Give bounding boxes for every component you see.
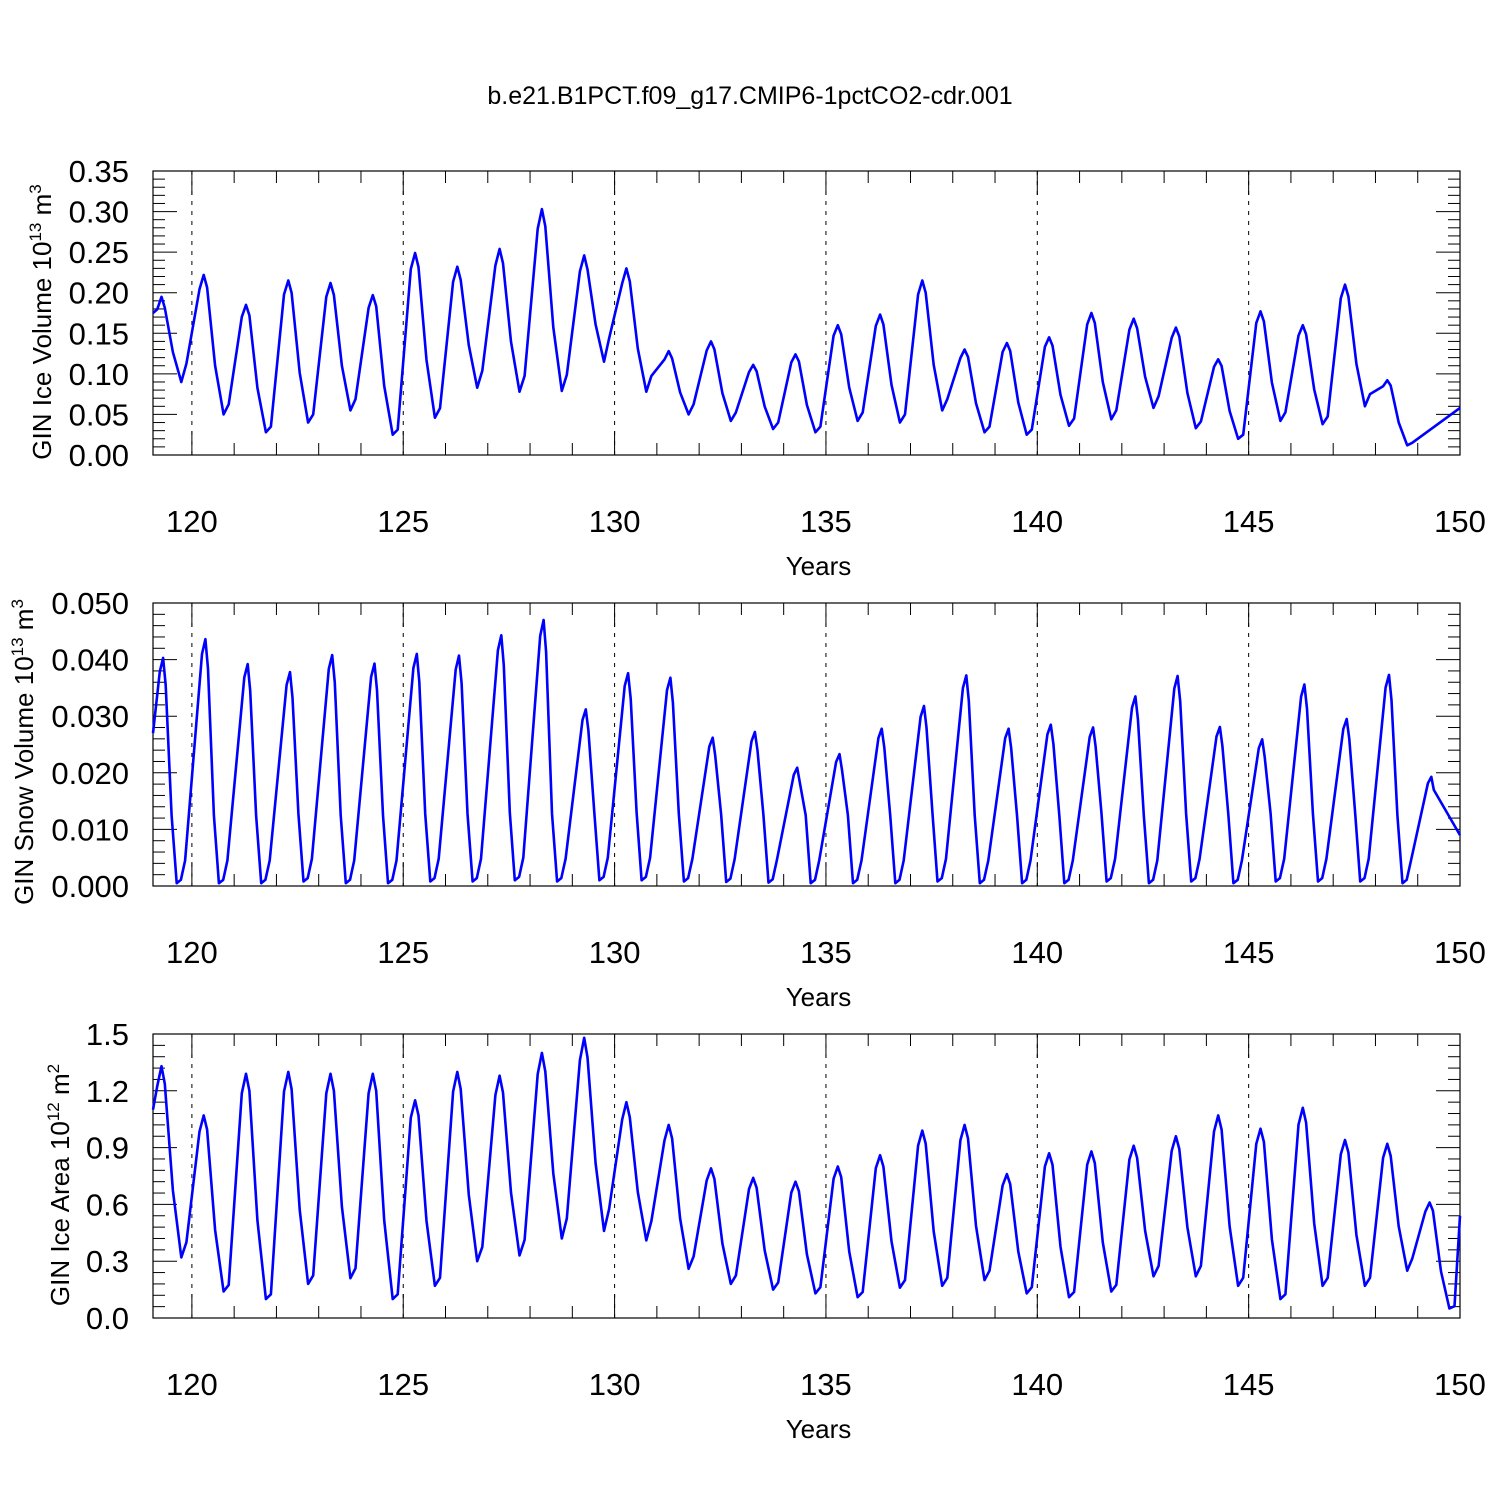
plot-frame bbox=[152, 602, 1461, 887]
y-tick-label: 0.00 bbox=[69, 438, 129, 473]
x-tick-label: 130 bbox=[589, 935, 641, 970]
x-tick-label: 135 bbox=[800, 935, 852, 970]
y-tick-label: 0.3 bbox=[86, 1244, 129, 1279]
y-axis-label-text: GIN Snow Volume 10 bbox=[9, 656, 39, 905]
plot-frame bbox=[152, 170, 1461, 456]
y-axis-label-unit-exp: 3 bbox=[8, 599, 27, 608]
y-tick-label: 0.15 bbox=[69, 316, 129, 351]
x-axis-label: Years bbox=[786, 551, 852, 581]
x-tick-label: 150 bbox=[1434, 504, 1486, 539]
x-tick-label: 140 bbox=[1011, 1367, 1063, 1402]
y-axis-label-unit: m bbox=[45, 1073, 75, 1102]
x-tick-label: 125 bbox=[377, 1367, 429, 1402]
plot-frame bbox=[152, 1033, 1461, 1319]
y-axis-label-exp: 13 bbox=[8, 637, 27, 656]
series-line bbox=[152, 207, 1461, 447]
y-tick-label: 0.20 bbox=[69, 276, 129, 311]
y-tick-label: 0.05 bbox=[69, 397, 129, 432]
series-line bbox=[151, 1036, 1462, 1310]
x-tick-label: 135 bbox=[800, 504, 852, 539]
y-tick-label: 0.010 bbox=[51, 812, 129, 847]
y-tick-label: 0.050 bbox=[51, 586, 129, 621]
x-tick-label: 130 bbox=[589, 504, 641, 539]
x-tick-label: 125 bbox=[377, 504, 429, 539]
x-tick-label: 120 bbox=[166, 935, 218, 970]
figure-title: b.e21.B1PCT.f09_g17.CMIP6-1pctCO2-cdr.00… bbox=[487, 82, 1013, 110]
x-tick-label: 120 bbox=[166, 1367, 218, 1402]
y-tick-label: 0.10 bbox=[69, 357, 129, 392]
y-axis-label: GIN Snow Volume 1013 m3 bbox=[8, 599, 39, 905]
y-tick-label: 0.30 bbox=[69, 195, 129, 230]
x-tick-label: 150 bbox=[1434, 935, 1486, 970]
y-tick-label: 1.5 bbox=[86, 1017, 129, 1052]
y-tick-label: 0.000 bbox=[51, 869, 129, 904]
y-tick-label: 0.9 bbox=[86, 1131, 129, 1166]
x-axis-label: Years bbox=[786, 1414, 852, 1444]
y-tick-label: 0.35 bbox=[69, 154, 129, 189]
y-axis-label-exp: 13 bbox=[26, 223, 45, 242]
y-axis-label: GIN Ice Area 1012 m2 bbox=[44, 1064, 75, 1306]
y-tick-label: 0.0 bbox=[86, 1301, 129, 1336]
y-tick-label: 0.25 bbox=[69, 235, 129, 270]
chart-panel-1: 0.00 0.05 0.10 0.15 0.20 0.25 0.30 0.35 120 125 13… bbox=[26, 154, 1486, 581]
x-tick-label: 140 bbox=[1011, 935, 1063, 970]
x-tick-label: 120 bbox=[166, 504, 218, 539]
y-axis-label-unit: m bbox=[9, 609, 39, 638]
x-tick-label: 145 bbox=[1223, 935, 1275, 970]
y-axis-label-exp: 12 bbox=[44, 1102, 63, 1121]
y-tick-label: 1.2 bbox=[86, 1074, 129, 1109]
y-tick-label: 0.030 bbox=[51, 699, 129, 734]
chart-panel-3: 0.0 0.3 0.6 0.9 1.2 1.5 120 125 130 135 140 145 150 Y… bbox=[44, 1017, 1486, 1444]
y-axis-label-text: GIN Ice Volume 10 bbox=[27, 242, 57, 460]
y-tick-label: 0.040 bbox=[51, 643, 129, 678]
x-tick-label: 125 bbox=[377, 935, 429, 970]
series-line bbox=[151, 618, 1462, 885]
y-tick-label: 0.6 bbox=[86, 1187, 129, 1222]
x-tick-label: 145 bbox=[1223, 1367, 1275, 1402]
x-tick-label: 135 bbox=[800, 1367, 852, 1402]
y-axis-label-unit-exp: 2 bbox=[44, 1064, 63, 1073]
y-axis-label-text: GIN Ice Area 10 bbox=[45, 1121, 75, 1306]
x-tick-label: 150 bbox=[1434, 1367, 1486, 1402]
x-axis-label: Years bbox=[786, 982, 852, 1012]
y-tick-label: 0.020 bbox=[51, 756, 129, 791]
x-tick-label: 140 bbox=[1011, 504, 1063, 539]
y-axis-label-unit-exp: 3 bbox=[26, 184, 45, 193]
y-axis-label-unit: m bbox=[27, 194, 57, 223]
x-tick-label: 145 bbox=[1223, 504, 1275, 539]
x-tick-label: 130 bbox=[589, 1367, 641, 1402]
y-axis-label: GIN Ice Volume 1013 m3 bbox=[26, 184, 57, 460]
chart-panel-2: 0.000 0.010 0.020 0.030 0.040 0.050 120 125 130 1… bbox=[8, 586, 1486, 1012]
